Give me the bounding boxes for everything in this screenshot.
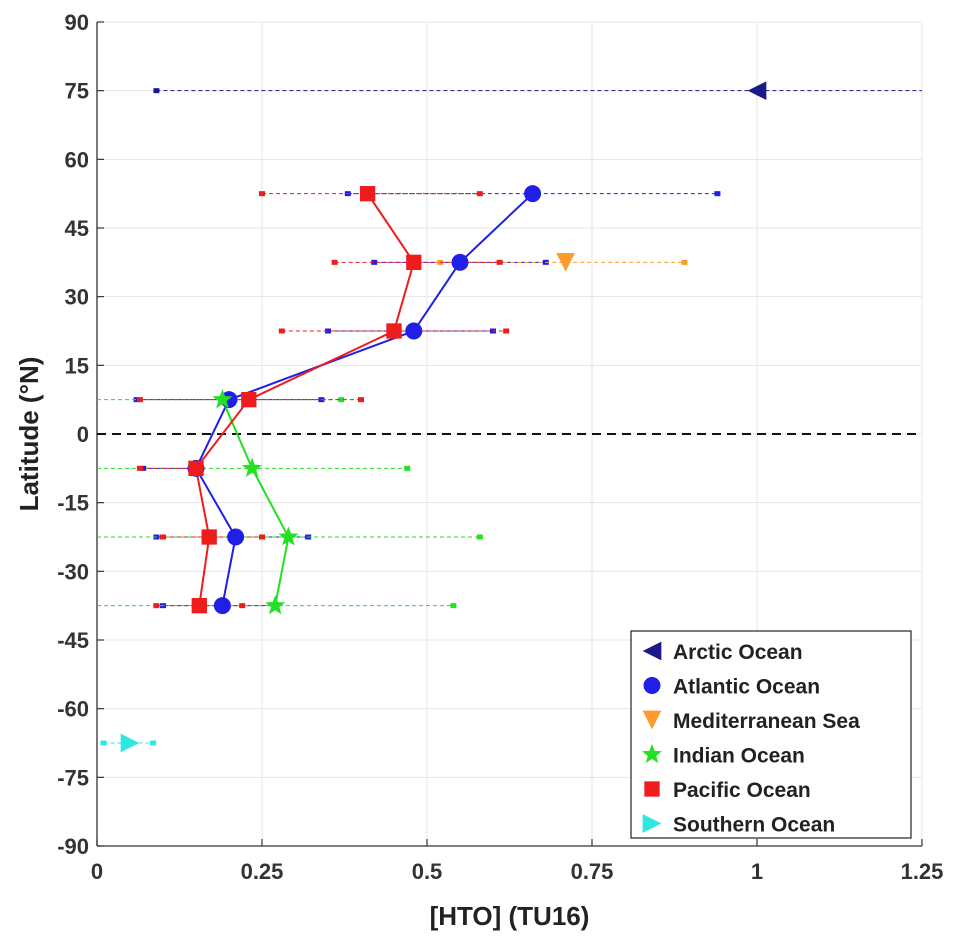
legend: Arctic Ocean Atlantic Ocean Mediterranean …: [630, 630, 912, 839]
error-bar-cap: [476, 534, 483, 540]
legend-marker: [644, 781, 660, 797]
error-bar-cap: [681, 259, 688, 265]
legend-marker: [641, 743, 663, 764]
error-bar-cap: [358, 397, 364, 403]
y-axis-title: Latitude (°N): [14, 357, 44, 512]
legend-label: Arctic Ocean: [673, 641, 803, 664]
error-bar-cap: [714, 191, 721, 197]
y-tick-label: 45: [65, 216, 89, 241]
legend-label: Indian Ocean: [673, 745, 805, 768]
error-bar-cap: [476, 191, 483, 197]
legend-label: Atlantic Ocean: [673, 676, 820, 699]
error-bar-cap: [331, 259, 338, 265]
series-line: [221, 399, 290, 606]
x-tick-label: 1: [751, 859, 763, 884]
y-tick-label: -75: [57, 765, 89, 790]
data-point: [556, 252, 575, 272]
error-bar-cap: [404, 465, 411, 471]
error-bar-cap: [450, 603, 457, 609]
data-point: [451, 253, 469, 271]
data-point: [227, 528, 245, 546]
x-tick-label: 0.5: [412, 859, 443, 884]
data-point: [747, 81, 767, 101]
data-point: [405, 322, 423, 340]
error-bar-cap: [136, 465, 143, 471]
error-bar-cap: [259, 534, 265, 540]
y-tick-label: -15: [57, 491, 89, 516]
legend-label: Mediterranean Sea: [673, 710, 860, 733]
x-tick-label: 0.75: [571, 859, 614, 884]
error-bar-cap: [325, 328, 331, 334]
legend-marker: [642, 814, 662, 833]
data-point: [524, 185, 542, 203]
error-bar-cap: [100, 740, 107, 746]
error-bar-cap: [259, 191, 265, 197]
data-point: [201, 529, 217, 545]
error-bar-cap: [503, 328, 510, 334]
error-bar-cap: [239, 603, 246, 609]
legend-label: Pacific Ocean: [673, 779, 811, 802]
error-bar-cap: [338, 397, 345, 403]
y-tick-label: 60: [65, 147, 89, 172]
legend-marker: [642, 641, 662, 661]
y-tick-label: 90: [65, 10, 89, 35]
y-tick-label: 15: [65, 353, 89, 378]
data-point: [406, 254, 422, 270]
error-bar-cap: [133, 397, 140, 403]
x-axis-title: [HTO] (TU16): [430, 901, 590, 931]
data-point: [265, 595, 286, 615]
data-point: [120, 733, 140, 753]
y-tick-label: 30: [65, 285, 89, 310]
data-point: [212, 389, 233, 409]
y-tick-label: 75: [65, 79, 89, 104]
data-point: [359, 186, 376, 202]
data-point: [213, 597, 231, 615]
x-tick-label: 0.25: [241, 859, 284, 884]
x-tick-label: 0: [91, 859, 103, 884]
y-tick-label: -45: [57, 628, 89, 653]
error-bar-cap: [160, 534, 166, 540]
legend-marker: [643, 677, 661, 694]
y-tick-label: -30: [57, 559, 89, 584]
y-tick-label: -60: [57, 697, 89, 722]
data-point: [242, 457, 263, 477]
y-tick-label: -90: [57, 834, 89, 859]
error-bar-cap: [371, 259, 378, 265]
data-point: [386, 323, 402, 339]
error-bar-cap: [153, 88, 160, 94]
error-bar-cap: [150, 740, 157, 746]
error-bar-cap: [136, 397, 143, 403]
error-bar-cap: [153, 603, 160, 609]
data-point: [188, 460, 204, 476]
y-tick-label: 0: [77, 422, 89, 447]
data-point: [241, 392, 257, 408]
data-point: [191, 598, 207, 614]
data-markers: [120, 81, 767, 753]
legend-box: [630, 630, 912, 839]
error-bar-cap: [278, 328, 285, 334]
data-point: [278, 526, 299, 546]
error-bar-cap: [496, 259, 503, 265]
x-tick-label: 1.25: [901, 859, 944, 884]
legend-label: Southern Ocean: [673, 814, 835, 837]
legend-marker: [642, 710, 662, 730]
